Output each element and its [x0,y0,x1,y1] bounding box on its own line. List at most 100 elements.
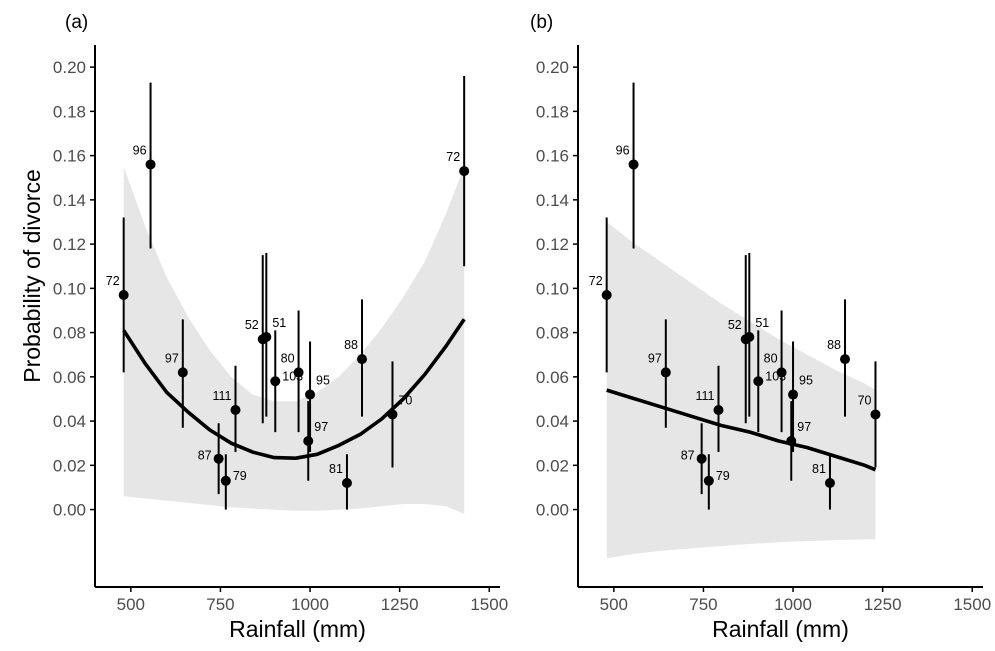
y-tick-label: 0.08 [536,324,569,343]
data-point [840,354,851,365]
sample-size-label: 95 [799,374,813,388]
sample-size-label: 51 [755,316,769,330]
data-point [786,435,797,446]
data-point [303,435,314,446]
sample-size-label: 72 [589,274,603,288]
x-axis-title: Rainfall (mm) [712,616,849,642]
data-point [744,332,755,343]
x-tick-label: 750 [689,595,717,614]
sample-size-label: 87 [198,449,212,463]
data-point [753,376,764,387]
y-tick-label: 0.08 [53,324,86,343]
sample-size-label: 72 [106,274,120,288]
sample-size-label: 70 [858,393,872,407]
x-tick-label: 1500 [953,595,991,614]
sample-size-label: 70 [398,393,412,407]
sample-size-label: 97 [648,351,662,365]
data-point [703,475,714,486]
y-tick-label: 0.12 [536,235,569,254]
sample-size-label: 79 [233,469,247,483]
x-tick-label: 1000 [291,595,329,614]
y-tick-label: 0.04 [53,412,86,431]
sample-size-label: 81 [329,462,343,476]
data-point [230,405,241,416]
y-tick-label: 0.02 [536,456,569,475]
sample-size-label: 72 [446,150,460,164]
data-point [459,166,470,177]
x-tick-label: 1250 [864,595,902,614]
y-tick-label: 0.10 [53,279,86,298]
sample-size-label: 96 [133,143,147,157]
sample-size-label: 111 [695,389,714,403]
y-tick-label: 0.18 [53,102,86,121]
x-tick-label: 500 [117,595,145,614]
y-tick-label: 0.06 [536,368,569,387]
sample-size-label: 97 [314,420,328,434]
data-point [870,409,881,420]
sample-size-label: 96 [616,143,630,157]
sample-size-label: 87 [681,449,695,463]
panel-label: (b) [530,12,553,33]
data-point [601,289,612,300]
y-tick-label: 0.14 [53,191,86,210]
sample-size-label: 52 [245,318,259,332]
data-point [696,453,707,464]
data-point [261,332,272,343]
data-point [145,159,156,170]
data-point [220,475,231,486]
data-point [213,453,224,464]
sample-size-label: 111 [212,389,231,403]
x-tick-label: 750 [206,595,234,614]
sample-size-label: 95 [316,374,330,388]
x-tick-label: 500 [600,595,628,614]
panel-label: (a) [65,12,88,33]
confidence-ribbon [123,166,465,514]
data-point [305,389,316,400]
y-tick-label: 0.10 [536,279,569,298]
y-tick-label: 0.06 [53,368,86,387]
sample-size-label: 52 [728,318,742,332]
y-tick-label: 0.04 [536,412,569,431]
data-point [293,367,304,378]
y-tick-label: 0.12 [53,235,86,254]
sample-size-label: 88 [827,338,841,352]
data-point [270,376,281,387]
x-axis-title: Rainfall (mm) [229,616,366,642]
data-point [788,389,799,400]
x-tick-label: 1250 [381,595,419,614]
sample-size-label: 51 [272,316,286,330]
data-point [387,409,398,420]
y-tick-label: 0.20 [536,58,569,77]
y-axis-title: Probability of divorce [19,169,45,383]
sample-size-label: 79 [716,469,730,483]
y-tick-label: 0.16 [53,147,86,166]
y-tick-label: 0.18 [536,102,569,121]
sample-size-label: 97 [797,420,811,434]
y-tick-label: 0.00 [536,501,569,520]
data-point [118,289,129,300]
y-tick-label: 0.00 [53,501,86,520]
data-point [357,354,368,365]
y-tick-label: 0.16 [536,147,569,166]
confidence-ribbon [606,222,876,559]
data-point [660,367,671,378]
data-point [824,478,835,489]
data-point [713,405,724,416]
sample-size-label: 81 [812,462,826,476]
sample-size-label: 80 [764,351,778,365]
sample-size-label: 97 [165,351,179,365]
data-point [776,367,787,378]
data-point [177,367,188,378]
fit-line [122,318,466,460]
sample-size-label: 80 [281,351,295,365]
x-tick-label: 1500 [470,595,508,614]
data-point [628,159,639,170]
y-tick-label: 0.02 [53,456,86,475]
sample-size-label: 88 [344,338,358,352]
data-point [341,478,352,489]
y-tick-label: 0.14 [536,191,569,210]
x-tick-label: 1000 [774,595,812,614]
fit-line [606,388,877,472]
